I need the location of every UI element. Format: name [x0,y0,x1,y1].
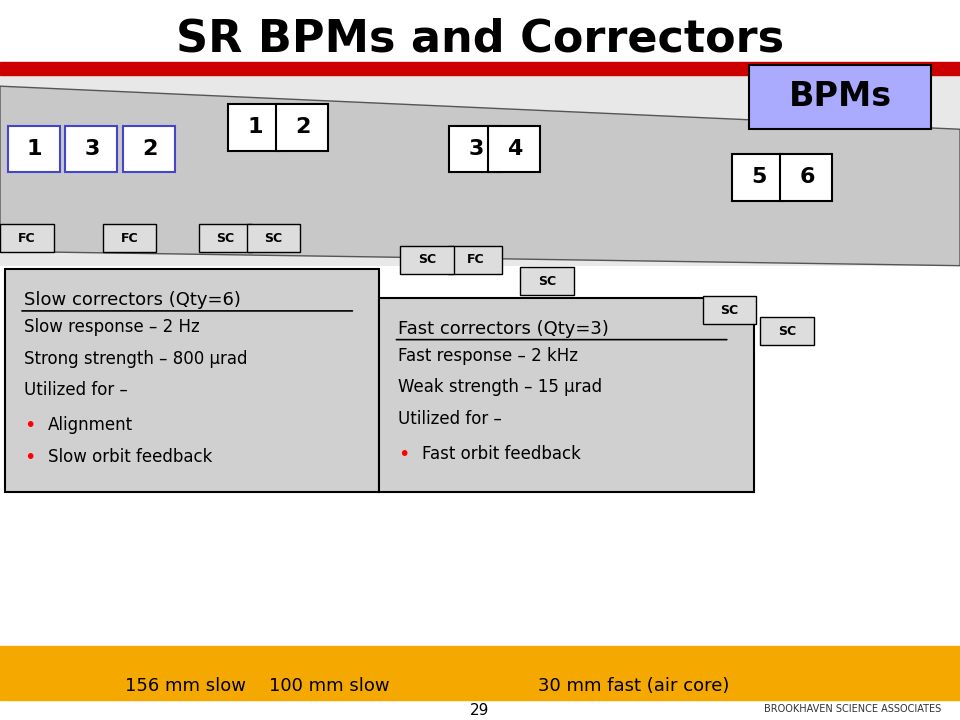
FancyBboxPatch shape [449,126,501,172]
FancyBboxPatch shape [488,126,540,172]
Text: SC: SC [779,325,796,338]
Text: BPMs: BPMs [788,80,892,113]
Text: 3: 3 [84,139,100,158]
Text: SC: SC [721,304,738,317]
Text: •: • [398,445,410,464]
Text: Fast correctors (Qty=3): Fast correctors (Qty=3) [398,320,610,338]
Text: •: • [24,448,36,467]
Bar [0,63,960,76]
Text: FC: FC [467,253,484,266]
Text: 3: 3 [468,139,484,158]
Text: Fast response – 2 kHz: Fast response – 2 kHz [398,347,578,365]
FancyBboxPatch shape [732,154,784,201]
Text: BROOKHAVEN SCIENCE ASSOCIATES: BROOKHAVEN SCIENCE ASSOCIATES [763,704,941,714]
FancyBboxPatch shape [520,267,574,295]
Text: Fast orbit feedback: Fast orbit feedback [422,445,581,463]
FancyBboxPatch shape [247,224,300,252]
Text: SC: SC [539,275,556,288]
Text: 29: 29 [470,703,490,719]
FancyBboxPatch shape [65,126,117,172]
Text: Alignment: Alignment [48,416,133,434]
Polygon shape [0,86,960,266]
FancyBboxPatch shape [400,246,454,274]
Text: 1: 1 [248,117,263,137]
FancyBboxPatch shape [123,126,175,172]
Text: Utilized for –: Utilized for – [24,382,128,400]
Text: Slow correctors (Qty=6): Slow correctors (Qty=6) [24,291,241,309]
Text: 30 mm fast (air core): 30 mm fast (air core) [538,677,729,695]
FancyBboxPatch shape [749,65,931,130]
FancyBboxPatch shape [199,224,252,252]
Text: Slow orbit feedback: Slow orbit feedback [48,448,212,466]
Bar [0,72,960,266]
FancyBboxPatch shape [276,104,328,150]
FancyBboxPatch shape [448,246,502,274]
Text: 4: 4 [507,139,522,158]
FancyBboxPatch shape [8,126,60,172]
FancyBboxPatch shape [379,298,754,492]
Text: Weak strength – 15 μrad: Weak strength – 15 μrad [398,379,603,397]
FancyBboxPatch shape [103,224,156,252]
FancyBboxPatch shape [228,104,280,150]
FancyBboxPatch shape [703,296,756,324]
Text: Slow response – 2 Hz: Slow response – 2 Hz [24,318,200,336]
Text: 100 mm slow: 100 mm slow [269,677,390,695]
FancyBboxPatch shape [780,154,832,201]
Bar [0,647,960,700]
Text: 6: 6 [800,167,815,187]
Text: Strong strength – 800 μrad: Strong strength – 800 μrad [24,350,248,368]
Text: 2: 2 [142,139,157,158]
FancyBboxPatch shape [760,318,814,346]
FancyBboxPatch shape [5,269,379,492]
Text: SR BPMs and Correctors: SR BPMs and Correctors [176,18,784,61]
Text: SC: SC [217,232,234,245]
Text: SC: SC [419,253,436,266]
Text: 5: 5 [752,167,767,187]
Text: •: • [24,416,36,436]
Text: 2: 2 [296,117,311,137]
Text: 1: 1 [27,139,42,158]
Text: FC: FC [121,232,138,245]
FancyBboxPatch shape [0,224,54,252]
Text: SC: SC [265,232,282,245]
Text: FC: FC [18,232,36,245]
Text: 156 mm slow: 156 mm slow [125,677,246,695]
Text: Utilized for –: Utilized for – [398,410,502,428]
